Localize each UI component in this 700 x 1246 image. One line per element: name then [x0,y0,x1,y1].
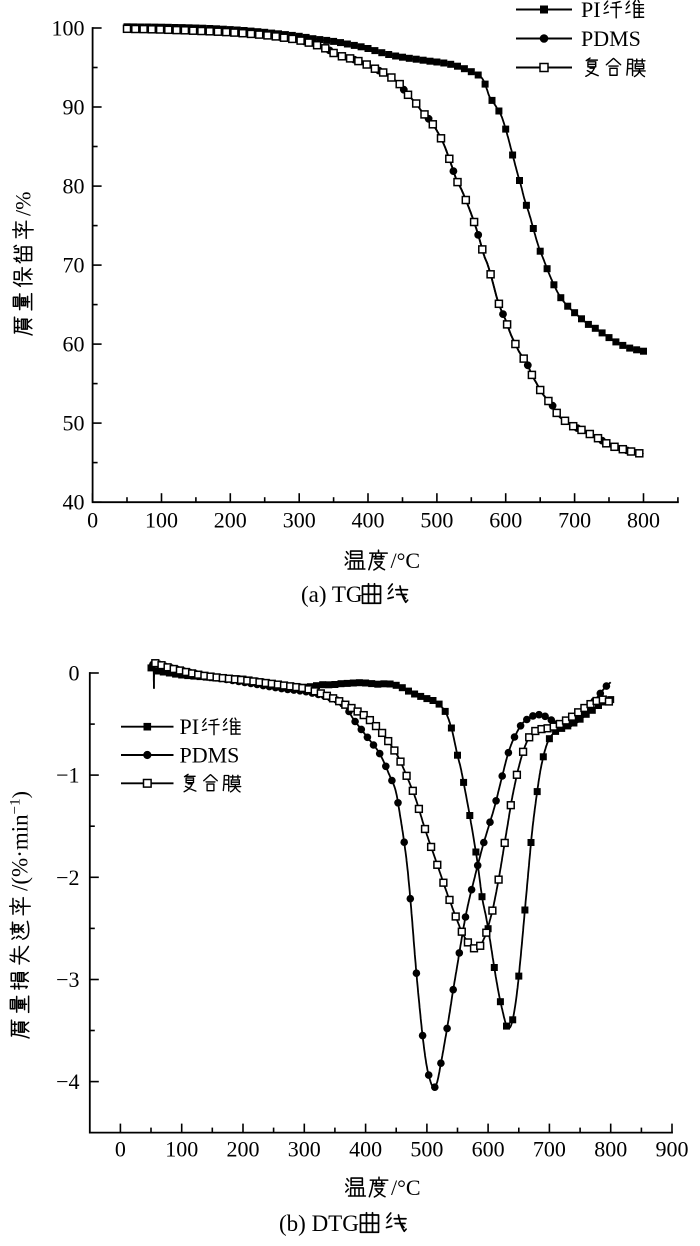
svg-text:0: 0 [87,508,98,533]
svg-text:800: 800 [627,508,660,533]
svg-text:PDMS: PDMS [581,26,641,51]
svg-text:100: 100 [145,508,178,533]
svg-text:40: 40 [63,490,85,515]
svg-text:500: 500 [420,508,453,533]
svg-text:900: 900 [656,1137,689,1162]
svg-text:600: 600 [489,508,522,533]
svg-text:800: 800 [594,1137,627,1162]
svg-text:/°C: /°C [391,1175,421,1200]
svg-text:(a) TG: (a) TG [301,582,363,607]
svg-text:PI: PI [581,0,601,22]
svg-text:200: 200 [214,508,247,533]
svg-text:60: 60 [63,332,85,357]
svg-text:−3: −3 [56,967,79,992]
svg-text:PI: PI [180,714,200,739]
svg-text:600: 600 [472,1137,505,1162]
svg-text:400: 400 [352,508,385,533]
svg-text:90: 90 [63,95,85,120]
svg-text:200: 200 [227,1137,260,1162]
svg-text:100: 100 [52,16,85,41]
svg-text:400: 400 [349,1137,382,1162]
svg-text:80: 80 [63,174,85,199]
svg-text:0: 0 [69,661,80,686]
svg-text:−1: −1 [56,763,79,788]
svg-text:700: 700 [533,1137,566,1162]
svg-text:300: 300 [288,1137,321,1162]
svg-text:300: 300 [283,508,316,533]
svg-text:70: 70 [63,253,85,278]
svg-text:−4: −4 [56,1069,79,1094]
svg-text:−2: −2 [56,865,79,890]
svg-text:100: 100 [165,1137,198,1162]
svg-text:0: 0 [115,1137,126,1162]
svg-text:50: 50 [63,411,85,436]
svg-text:(b) DTG: (b) DTG [279,1211,359,1236]
svg-text:500: 500 [410,1137,443,1162]
svg-text:PDMS: PDMS [180,743,240,768]
svg-text:/%: /% [11,192,36,216]
svg-text:700: 700 [558,508,591,533]
svg-text:/°C: /°C [391,548,421,573]
